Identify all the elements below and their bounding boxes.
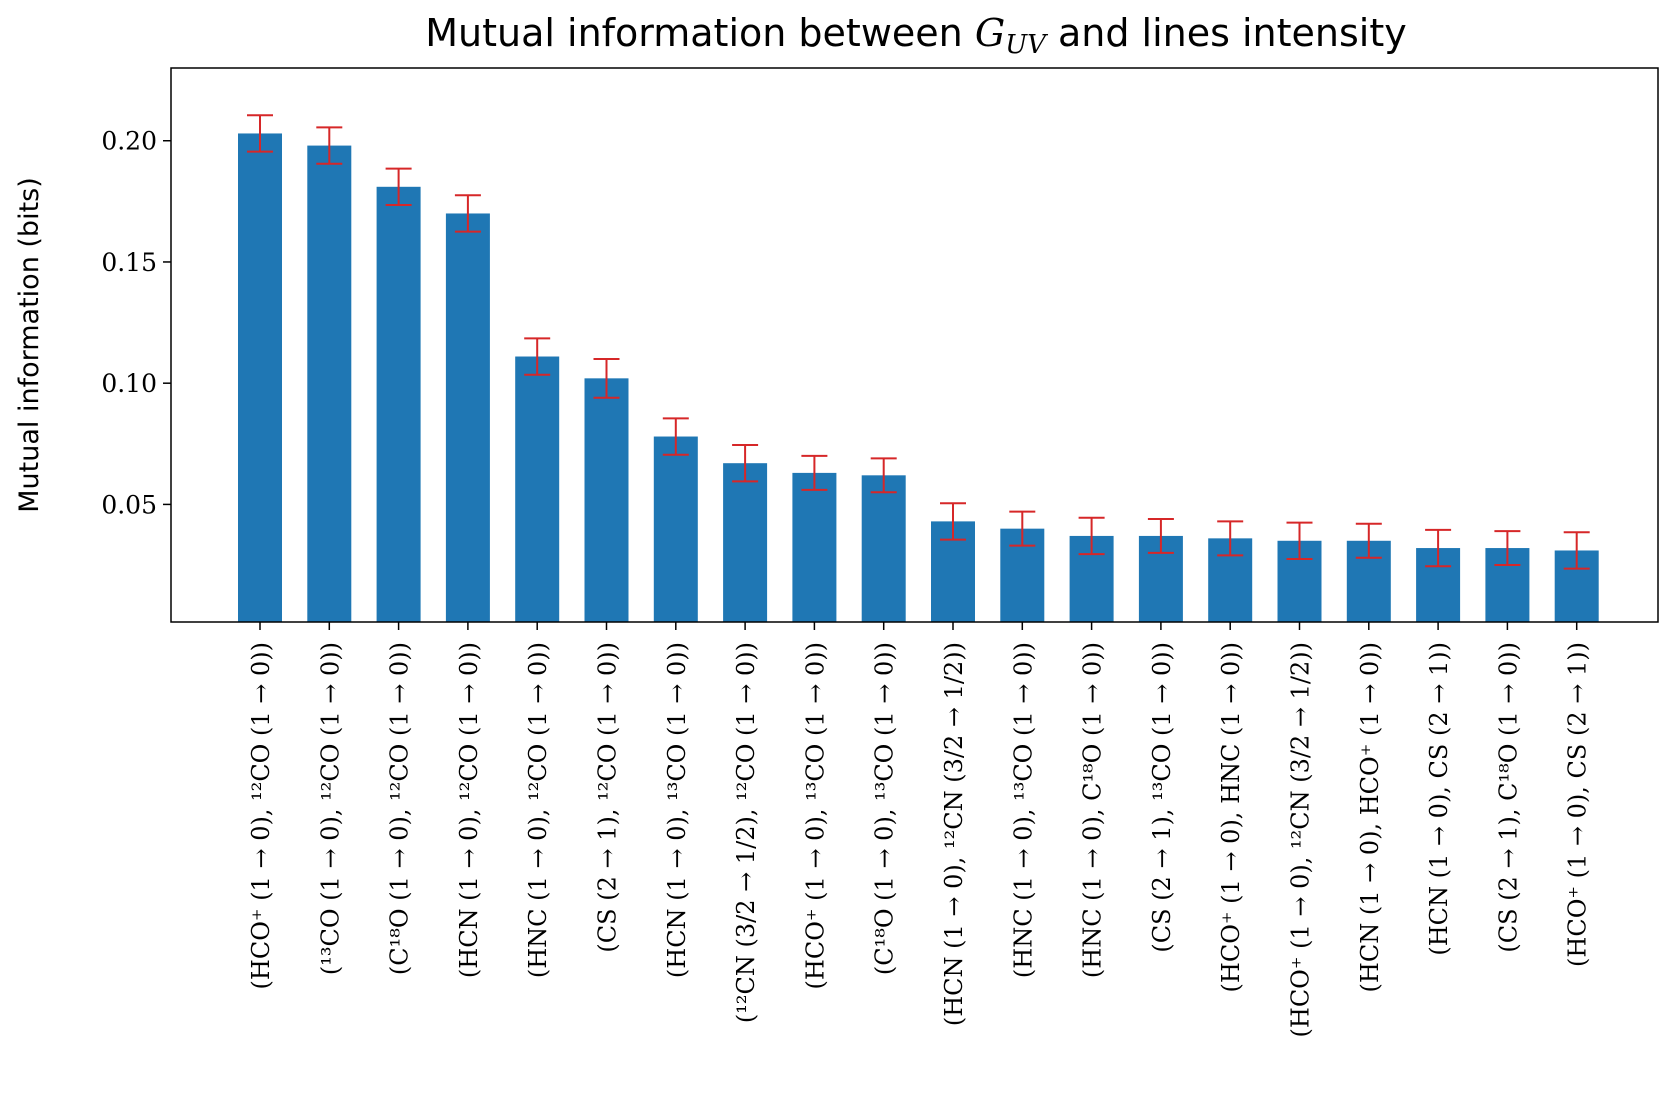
- y-axis-label: Mutual information (bits): [14, 177, 45, 513]
- x-tick-label: (HNC (1 → 0), ¹²CO (1 → 0)): [524, 642, 552, 978]
- plot-frame: [170, 67, 1659, 623]
- bar: [792, 472, 837, 622]
- x-tick-label: (HCN (1 → 0), CS (2 → 1)): [1425, 642, 1453, 956]
- bar: [584, 378, 629, 622]
- y-tick-label: 0.20: [101, 127, 157, 156]
- bar: [515, 356, 560, 622]
- bar: [307, 145, 352, 623]
- x-tick-label: (C¹⁸O (1 → 0), ¹³CO (1 → 0)): [871, 642, 899, 975]
- x-tick-label: (¹²CN (3/2 → 1/2), ¹²CO (1 → 0)): [732, 642, 760, 1023]
- x-tick-label: (¹³CO (1 → 0), ¹²CO (1 → 0)): [316, 642, 344, 975]
- x-tick-label: (HCO⁺ (1 → 0), ¹²CO (1 → 0)): [247, 642, 275, 989]
- x-tick-label: (CS (2 → 1), ¹³CO (1 → 0)): [1148, 642, 1176, 953]
- x-tick-label: (CS (2 → 1), C¹⁸O (1 → 0)): [1494, 642, 1522, 953]
- bar: [653, 436, 698, 622]
- bar: [238, 133, 282, 622]
- x-tick-label: (HCN (1 → 0), HCO⁺ (1 → 0)): [1356, 642, 1384, 992]
- x-tick-label: (HCO⁺ (1 → 0), CS (2 → 1)): [1564, 642, 1592, 967]
- bar: [861, 475, 906, 622]
- x-tick-label: (C¹⁸O (1 → 0), ¹²CO (1 → 0)): [386, 642, 414, 975]
- chart-title: Mutual information between GUV and lines…: [425, 11, 1407, 60]
- bar: [376, 186, 421, 622]
- x-tick-label: (HCN (1 → 0), ¹²CN (3/2 → 1/2)): [940, 642, 968, 1026]
- x-tick-label: (HNC (1 → 0), ¹³CO (1 → 0)): [1009, 642, 1037, 978]
- plot-area: 0.05 0.10 0.15 0.20 (HCO⁺ (1 → 0), ¹²CO (1 →…: [101, 67, 1659, 1037]
- x-tick-label: (HCN (1 → 0), ¹³CO (1 → 0)): [663, 642, 691, 978]
- x-tick-label: (CS (2 → 1), ¹²CO (1 → 0)): [594, 642, 622, 953]
- y-tick-label: 0.10: [101, 369, 157, 398]
- y-tick-label: 0.05: [101, 490, 157, 519]
- x-tick-label: (HCO⁺ (1 → 0), HNC (1 → 0)): [1217, 642, 1245, 992]
- x-tick-label: (HCO⁺ (1 → 0), ¹²CN (3/2 → 1/2)): [1287, 642, 1315, 1037]
- x-tick-label: (HNC (1 → 0), C¹⁸O (1 → 0)): [1079, 642, 1107, 978]
- x-tick-label: (HCO⁺ (1 → 0), ¹³CO (1 → 0)): [801, 642, 829, 989]
- bar: [723, 463, 768, 622]
- y-tick-label: 0.15: [101, 248, 157, 277]
- bar: [445, 213, 490, 622]
- x-tick-label: (HCN (1 → 0), ¹²CO (1 → 0)): [455, 642, 483, 978]
